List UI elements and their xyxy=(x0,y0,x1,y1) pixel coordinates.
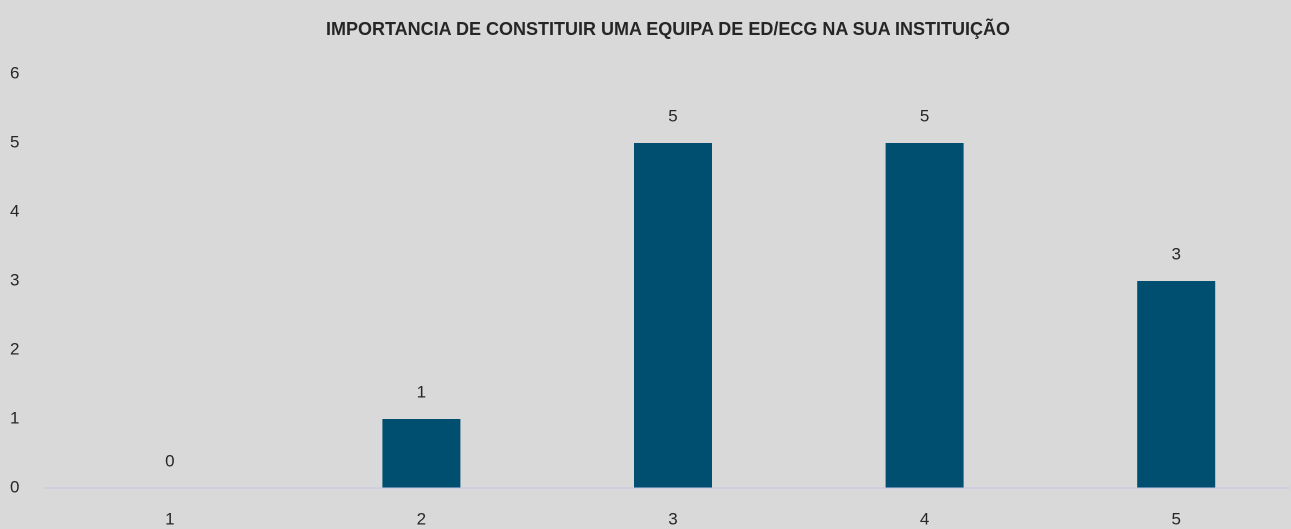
bar xyxy=(634,143,712,488)
y-tick-label: 2 xyxy=(10,339,19,358)
y-tick-label: 4 xyxy=(10,201,19,220)
y-tick-label: 5 xyxy=(10,132,19,151)
bar xyxy=(885,143,964,488)
x-tick-label: 4 xyxy=(920,509,929,528)
data-label: 3 xyxy=(1171,244,1180,263)
data-label: 5 xyxy=(920,106,929,125)
y-tick-label: 6 xyxy=(10,63,19,82)
data-label: 0 xyxy=(165,451,174,470)
x-tick-label: 5 xyxy=(1171,509,1180,528)
x-tick-label: 2 xyxy=(417,509,426,528)
bar xyxy=(1137,281,1216,488)
bar xyxy=(382,419,461,488)
y-tick-label: 0 xyxy=(10,477,19,496)
chart-title: IMPORTANCIA DE CONSTITUIR UMA EQUIPA DE … xyxy=(326,18,1010,39)
y-tick-label: 3 xyxy=(10,270,19,289)
data-label: 5 xyxy=(668,106,677,125)
y-tick-label: 1 xyxy=(10,408,19,427)
x-tick-label: 3 xyxy=(668,509,677,528)
data-label: 1 xyxy=(417,382,426,401)
x-tick-label: 1 xyxy=(165,509,174,528)
